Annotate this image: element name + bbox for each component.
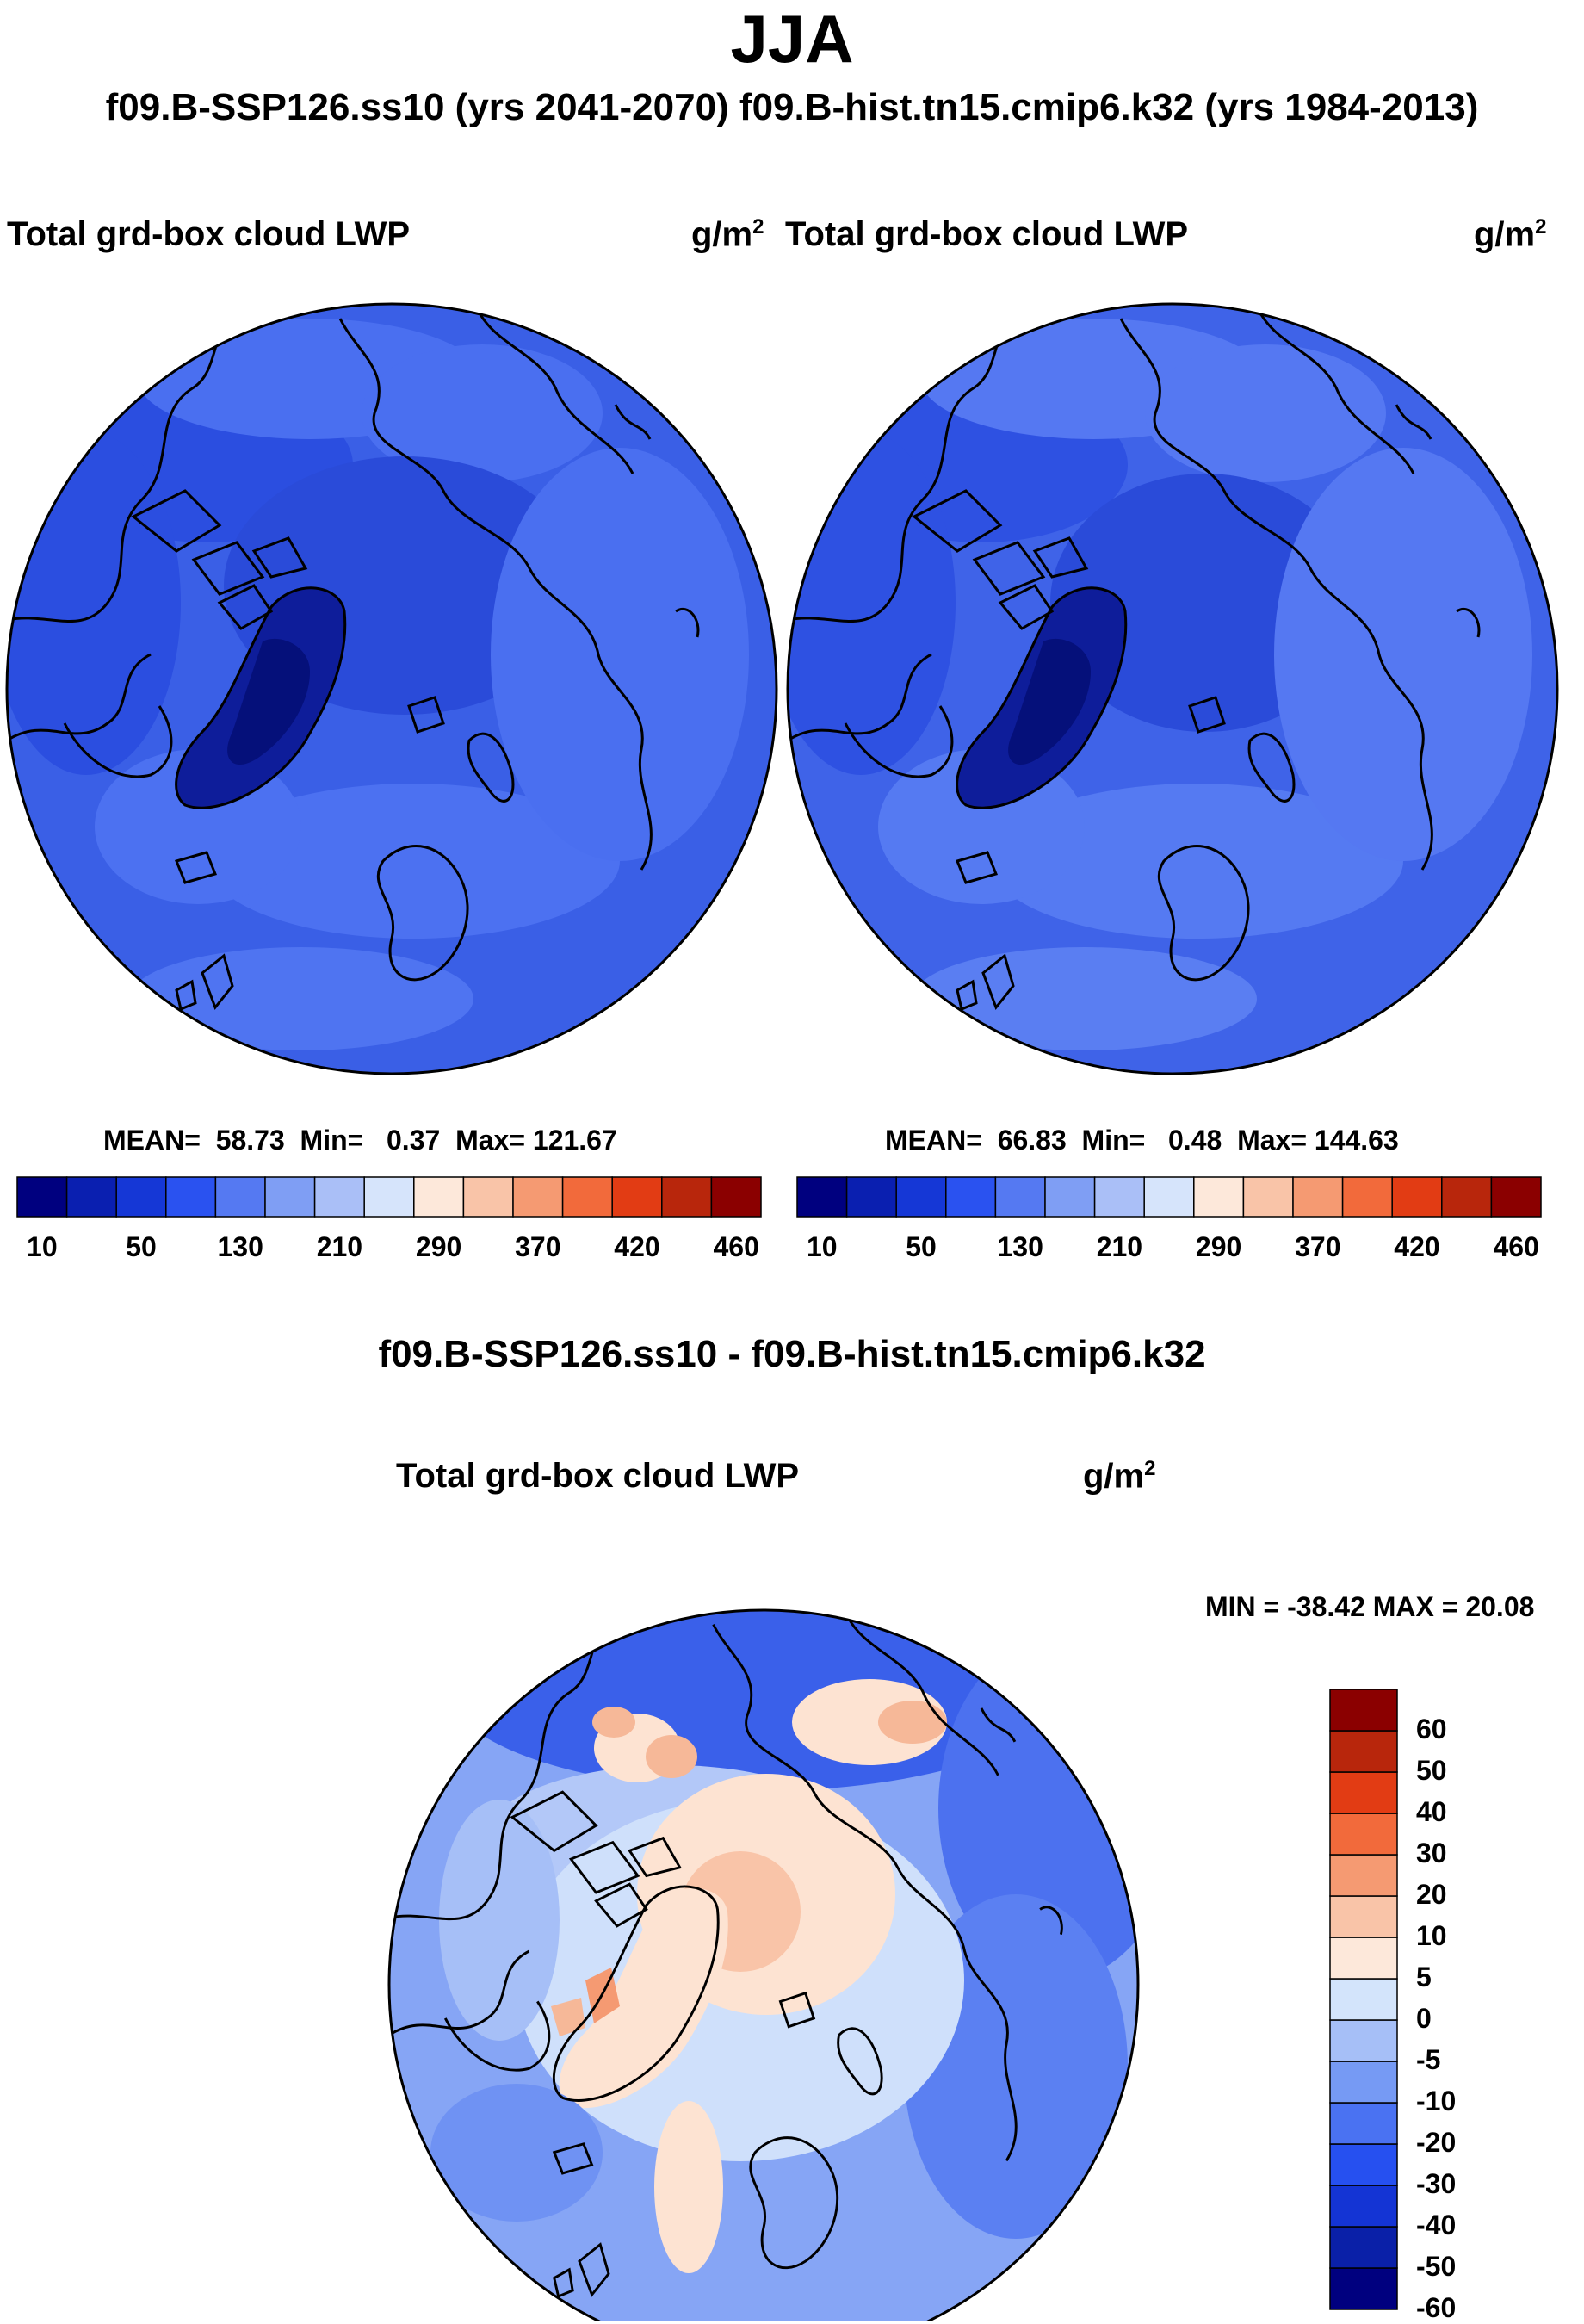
panel1-stats: MEAN= 58.73 Min= 0.37 Max= 121.67 (103, 1125, 617, 1156)
diff-colorbar-swatch (1329, 2226, 1398, 2269)
panel1-colorbar (16, 1176, 762, 1218)
colorbar-tick-label: 10 (807, 1231, 838, 1262)
diff-units-label: g/m2 (1083, 1457, 1156, 1496)
colorbar-tick-label: 50 (906, 1231, 937, 1262)
diff-colorbar-tick-label: -40 (1416, 2209, 1457, 2240)
panel2-colorbar-swatch (994, 1176, 1046, 1218)
colorbar-tick-label: 460 (713, 1231, 759, 1262)
panel2-variable-label: Total grd-box cloud LWP (785, 215, 1189, 253)
panel2-colorbar-swatch (1490, 1176, 1542, 1218)
panel1-variable-label: Total grd-box cloud LWP (7, 215, 411, 253)
colorbar-tick-label: 290 (415, 1231, 462, 1262)
panel2-stats: MEAN= 66.83 Min= 0.48 Max= 144.63 (885, 1125, 1399, 1156)
panel1-colorbar-swatch (413, 1176, 465, 1218)
diff-colorbar-swatch (1329, 2061, 1398, 2104)
colorbar-tick-label: 370 (515, 1231, 561, 1262)
panel2-colorbar-swatch (895, 1176, 947, 1218)
panel1-colorbar-swatch (512, 1176, 564, 1218)
diff-variable-label: Total grd-box cloud LWP (396, 1457, 800, 1495)
panel2-polar-map (786, 302, 1559, 1075)
colorbar-tick-label: 130 (217, 1231, 263, 1262)
difference-title: f09.B-SSP126.ss10 - f09.B-hist.tn15.cmip… (378, 1333, 1206, 1375)
diff-colorbar-swatch (1329, 1937, 1398, 1980)
diff-colorbar-tick-label: 50 (1416, 1755, 1447, 1786)
diff-colorbar-tick-label: -50 (1416, 2251, 1457, 2282)
diff-colorbar-tick-label: 0 (1416, 2003, 1432, 2034)
panel1-colorbar-swatch (214, 1176, 266, 1218)
colorbar-tick-label: 290 (1195, 1231, 1242, 1262)
panel2-colorbar-swatch (1391, 1176, 1443, 1218)
diff-colorbar-tick-label: 60 (1416, 1714, 1447, 1745)
panel2-colorbar-swatch (1044, 1176, 1096, 1218)
panel1-colorbar-swatch (462, 1176, 514, 1218)
figure-title: JJA (730, 1, 854, 77)
panel2-colorbar-swatch (1341, 1176, 1393, 1218)
panel2-colorbar-swatch (1441, 1176, 1493, 1218)
panel2-colorbar-swatch (1242, 1176, 1294, 1218)
diff-colorbar-tick-label: 10 (1416, 1920, 1447, 1951)
diff-colorbar-tick-label: 30 (1416, 1838, 1447, 1868)
diff-min-max-label: MIN = -38.42 MAX = 20.08 (1205, 1591, 1535, 1622)
panel1-colorbar-swatch (165, 1176, 217, 1218)
diff-colorbar-swatch (1329, 2019, 1398, 2062)
panel1-colorbar-swatch (363, 1176, 415, 1218)
panel2-units-label: g/m2 (1474, 215, 1547, 254)
diff-colorbar-tick-label: 20 (1416, 1879, 1447, 1910)
diff-colorbar-swatch (1329, 2185, 1398, 2228)
colorbar-tick-label: 130 (997, 1231, 1043, 1262)
panel1-colorbar-swatch (16, 1176, 68, 1218)
panel1-colorbar-swatch (710, 1176, 762, 1218)
colorbar-tick-label: 210 (1096, 1231, 1143, 1262)
panel1-colorbar-swatch (313, 1176, 365, 1218)
diff-polar-map (387, 1608, 1140, 2321)
panel1-units-label: g/m2 (691, 215, 764, 254)
diff-colorbar-swatch (1329, 1978, 1398, 2021)
diff-colorbar-tick-label: -30 (1416, 2168, 1457, 2199)
colorbar-tick-label: 420 (1394, 1231, 1440, 1262)
colorbar-tick-label: 210 (316, 1231, 363, 1262)
colorbar-tick-label: 420 (614, 1231, 660, 1262)
diff-colorbar-swatch (1329, 1895, 1398, 1938)
diff-colorbar-swatch (1329, 1730, 1398, 1773)
panel2-colorbar-swatch (845, 1176, 897, 1218)
diff-colorbar-swatch (1329, 2267, 1398, 2310)
panel1-polar-map (5, 302, 778, 1075)
colorbar-tick-label: 10 (27, 1231, 58, 1262)
diff-colorbar-swatch (1329, 1771, 1398, 1814)
panel1-colorbar-swatch (611, 1176, 663, 1218)
diff-colorbar-tick-label: 40 (1416, 1796, 1447, 1827)
panel1-colorbar-swatch (264, 1176, 316, 1218)
diff-colorbar-tick-label: -20 (1416, 2127, 1457, 2158)
colorbar-tick-label: 50 (126, 1231, 157, 1262)
panel1-colorbar-swatch (661, 1176, 713, 1218)
diff-colorbar-swatch (1329, 2102, 1398, 2145)
panel2-colorbar-swatch (1193, 1176, 1245, 1218)
diff-colorbar-swatch (1329, 2143, 1398, 2186)
diff-colorbar-swatch (1329, 1689, 1398, 1732)
diff-colorbar-tick-label: -5 (1416, 2044, 1441, 2075)
panel1-colorbar-swatch (115, 1176, 167, 1218)
diff-colorbar-tick-label: 5 (1416, 1961, 1432, 1992)
panel2-colorbar-swatch (1143, 1176, 1195, 1218)
diff-colorbar (1329, 1689, 1398, 2310)
panel1-colorbar-swatch (561, 1176, 613, 1218)
colorbar-tick-label: 370 (1295, 1231, 1341, 1262)
diff-colorbar-tick-label: -10 (1416, 2085, 1457, 2116)
diff-colorbar-swatch (1329, 1813, 1398, 1856)
panel2-colorbar (796, 1176, 1542, 1218)
panel2-colorbar-swatch (945, 1176, 997, 1218)
panel2-colorbar-swatch (1093, 1176, 1145, 1218)
diff-colorbar-swatch (1329, 1854, 1398, 1897)
figure-subtitle: f09.B-SSP126.ss10 (yrs 2041-2070) f09.B-… (105, 86, 1479, 128)
diff-colorbar-tick-label: -60 (1416, 2292, 1457, 2323)
colorbar-tick-label: 460 (1493, 1231, 1539, 1262)
panel1-colorbar-swatch (65, 1176, 117, 1218)
panel2-colorbar-swatch (796, 1176, 848, 1218)
panel2-colorbar-swatch (1292, 1176, 1344, 1218)
